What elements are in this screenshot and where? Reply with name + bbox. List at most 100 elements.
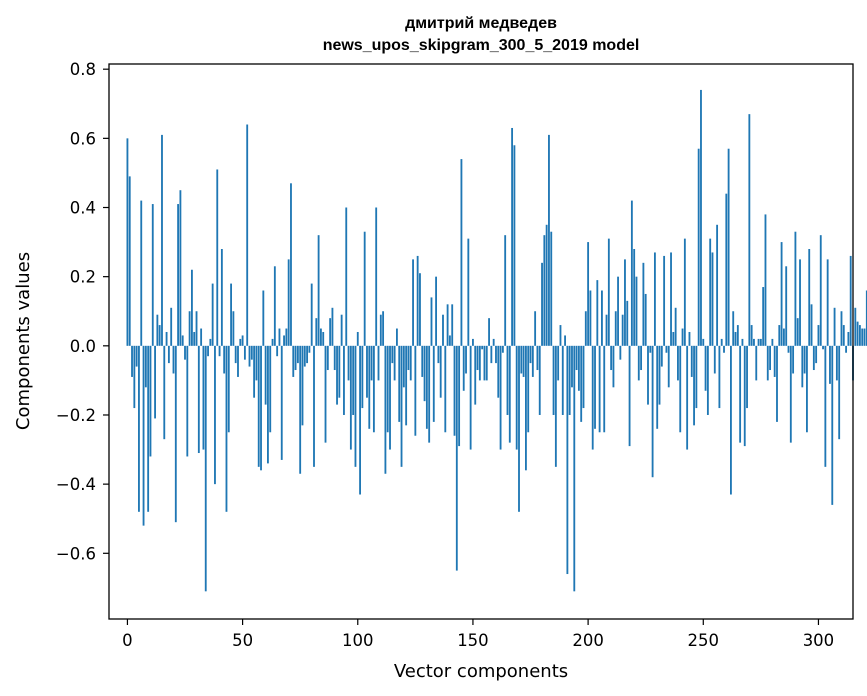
- bar-component-198: [582, 345, 585, 409]
- bar-component-197: [580, 345, 583, 422]
- bar-component-281: [773, 345, 776, 377]
- x-axis-ticks: 0 50 100 150 200 250 300: [122, 619, 834, 650]
- bar-component-169: [515, 345, 518, 450]
- bar-component-237: [672, 331, 675, 346]
- bar-component-42: [223, 345, 226, 374]
- bar-component-155: [483, 345, 486, 381]
- bar-component-258: [720, 338, 723, 346]
- bar-component-285: [782, 328, 785, 346]
- bar-component-5: [138, 345, 140, 512]
- bar-component-89: [331, 307, 334, 346]
- bar-component-88: [329, 318, 332, 346]
- bar-component-275: [759, 338, 762, 346]
- bar-component-235: [667, 345, 670, 388]
- bar-component-149: [469, 345, 472, 450]
- bar-component-157: [488, 318, 490, 346]
- bar-component-217: [626, 300, 629, 346]
- x-tick-label: 50: [232, 631, 253, 650]
- bar-component-99: [354, 345, 357, 467]
- bar-component-259: [723, 345, 725, 353]
- bar-component-137: [442, 314, 444, 346]
- bar-component-158: [490, 345, 493, 364]
- bar-component-45: [230, 283, 232, 346]
- bar-component-179: [538, 345, 541, 415]
- bar-component-103: [363, 231, 366, 346]
- bar-component-317: [856, 321, 859, 346]
- bar-component-291: [796, 318, 799, 346]
- bar-component-21: [174, 345, 177, 523]
- bar-component-220: [633, 249, 636, 346]
- bar-component-316: [854, 307, 857, 346]
- bar-component-263: [732, 311, 735, 346]
- bar-component-156: [485, 345, 488, 381]
- bar-component-172: [522, 345, 525, 377]
- bar-component-118: [398, 345, 401, 422]
- bar-component-131: [428, 345, 431, 443]
- bar-component-34: [204, 345, 207, 592]
- bar-component-32: [200, 328, 203, 346]
- bar-component-120: [402, 345, 405, 388]
- bar-component-29: [193, 331, 196, 346]
- bar-component-247: [695, 345, 698, 409]
- bar-component-175: [529, 345, 532, 364]
- bar-component-27: [188, 311, 191, 346]
- bar-component-114: [389, 345, 391, 450]
- bar-component-170: [518, 345, 520, 512]
- bar-component-65: [276, 345, 279, 357]
- bar-component-64: [273, 266, 276, 346]
- bar-component-141: [451, 304, 454, 346]
- bar-component-136: [439, 345, 442, 398]
- bar-component-273: [755, 345, 758, 381]
- bar-component-310: [840, 311, 843, 346]
- bar-component-101: [359, 345, 361, 495]
- y-tick-label: −0.2: [56, 406, 96, 425]
- bar-component-214: [619, 345, 622, 360]
- bar-component-162: [499, 345, 502, 450]
- bar-component-33: [202, 345, 205, 450]
- bar-component-288: [789, 345, 792, 443]
- bar-component-70: [287, 259, 290, 346]
- bar-component-196: [577, 345, 580, 391]
- bar-component-53: [248, 345, 251, 367]
- bar-component-266: [739, 345, 742, 443]
- bar-component-240: [679, 345, 682, 433]
- bar-component-7: [142, 345, 145, 526]
- bar-component-187: [557, 345, 560, 381]
- bar-component-183: [548, 134, 550, 346]
- bar-component-36: [209, 338, 212, 346]
- bar-component-242: [683, 238, 686, 346]
- bar-component-98: [352, 345, 355, 415]
- bar-component-75: [299, 345, 302, 474]
- bar-component-123: [409, 345, 412, 381]
- bar-component-139: [446, 304, 449, 346]
- bar-component-127: [419, 273, 421, 346]
- bar-component-213: [617, 276, 619, 346]
- bar-component-176: [531, 345, 534, 377]
- x-tick-label: 300: [803, 631, 835, 650]
- chart-title-line-1: дмитрий медведев: [405, 15, 557, 32]
- bar-component-105: [368, 345, 371, 429]
- bar-component-92: [338, 345, 341, 398]
- bar-component-249: [700, 89, 702, 346]
- bar-component-271: [750, 325, 753, 346]
- bar-component-202: [591, 345, 594, 450]
- bar-component-12: [154, 345, 156, 419]
- bar-component-300: [817, 325, 820, 346]
- bar-component-312: [845, 345, 848, 353]
- bar-component-38: [214, 345, 216, 485]
- bar-component-293: [801, 345, 804, 388]
- bar-component-111: [382, 311, 385, 346]
- bar-component-10: [149, 345, 152, 457]
- bar-component-182: [545, 224, 548, 346]
- bar-component-124: [412, 259, 414, 346]
- bar-component-96: [347, 345, 350, 381]
- bar-component-260: [725, 193, 728, 346]
- bar-component-142: [453, 345, 456, 436]
- bar-component-311: [842, 325, 845, 346]
- bar-component-194: [573, 345, 576, 592]
- bar-component-164: [504, 235, 507, 346]
- bar-component-161: [497, 345, 500, 398]
- bar-component-274: [757, 338, 760, 346]
- bar-component-163: [501, 345, 504, 353]
- bar-component-241: [681, 328, 684, 346]
